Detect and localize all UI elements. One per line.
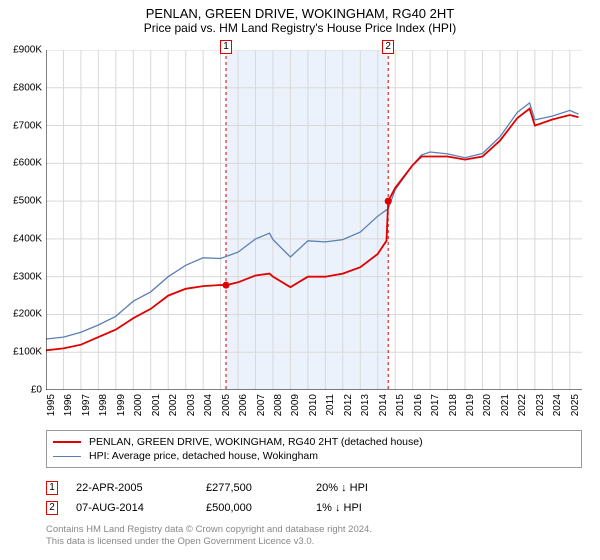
footer-line: This data is licensed under the Open Gov… bbox=[46, 536, 582, 548]
x-tick-label: 2009 bbox=[290, 394, 301, 416]
x-tick-label: 2001 bbox=[151, 394, 162, 416]
y-tick-label: £400K bbox=[13, 233, 42, 244]
x-tick-label: 2006 bbox=[238, 394, 249, 416]
x-tick-label: 1999 bbox=[116, 394, 127, 416]
y-tick-label: £800K bbox=[13, 82, 42, 93]
x-tick-label: 2021 bbox=[500, 394, 511, 416]
y-tick-label: £100K bbox=[13, 347, 42, 358]
x-tick-label: 2012 bbox=[343, 394, 354, 416]
chart-svg bbox=[46, 50, 582, 390]
x-tick-label: 2000 bbox=[133, 394, 144, 416]
x-tick-label: 2017 bbox=[430, 394, 441, 416]
sale-event-price: £500,000 bbox=[206, 502, 316, 514]
x-tick-label: 1998 bbox=[98, 394, 109, 416]
x-tick-label: 2014 bbox=[378, 394, 389, 416]
sale-event-marker: 1 bbox=[46, 481, 58, 495]
sale-event-date: 22-APR-2005 bbox=[76, 482, 206, 494]
sale-event-date: 07-AUG-2014 bbox=[76, 502, 206, 514]
y-tick-label: £500K bbox=[13, 196, 42, 207]
x-tick-label: 2005 bbox=[221, 394, 232, 416]
sale-event-row: 2 07-AUG-2014£500,0001% ↓ HPI bbox=[46, 498, 582, 518]
x-tick-label: 2002 bbox=[168, 394, 179, 416]
x-tick-label: 2011 bbox=[325, 394, 336, 416]
sale-event-marker: 2 bbox=[46, 501, 58, 515]
footer-line: Contains HM Land Registry data © Crown c… bbox=[46, 524, 582, 536]
legend-swatch bbox=[53, 456, 81, 457]
sale-marker: 2 bbox=[382, 40, 394, 54]
x-tick-label: 2022 bbox=[517, 394, 528, 416]
x-tick-label: 2025 bbox=[570, 394, 581, 416]
sale-event-delta: 20% ↓ HPI bbox=[316, 482, 368, 494]
sale-event-row: 1 22-APR-2005£277,50020% ↓ HPI bbox=[46, 478, 582, 498]
chart-title: PENLAN, GREEN DRIVE, WOKINGHAM, RG40 2HT bbox=[0, 6, 600, 21]
y-tick-label: £200K bbox=[13, 309, 42, 320]
x-tick-label: 2013 bbox=[360, 394, 371, 416]
y-tick-label: £0 bbox=[31, 385, 42, 396]
legend-swatch bbox=[53, 441, 81, 443]
legend-box: PENLAN, GREEN DRIVE, WOKINGHAM, RG40 2HT… bbox=[46, 430, 582, 468]
x-tick-label: 2015 bbox=[395, 394, 406, 416]
chart-area: £0£100K£200K£300K£400K£500K£600K£700K£80… bbox=[46, 50, 582, 390]
chart-container: PENLAN, GREEN DRIVE, WOKINGHAM, RG40 2HT… bbox=[0, 0, 600, 560]
x-tick-label: 2018 bbox=[448, 394, 459, 416]
x-tick-label: 1997 bbox=[81, 394, 92, 416]
x-tick-label: 2023 bbox=[535, 394, 546, 416]
legend-label: PENLAN, GREEN DRIVE, WOKINGHAM, RG40 2HT… bbox=[89, 436, 423, 448]
x-tick-label: 2020 bbox=[482, 394, 493, 416]
x-tick-label: 2024 bbox=[552, 394, 563, 416]
sale-event-price: £277,500 bbox=[206, 482, 316, 494]
legend-label: HPI: Average price, detached house, Woki… bbox=[89, 450, 318, 462]
x-tick-label: 2003 bbox=[186, 394, 197, 416]
x-tick-label: 2007 bbox=[256, 394, 267, 416]
x-tick-label: 1996 bbox=[63, 394, 74, 416]
sale-event-delta: 1% ↓ HPI bbox=[316, 502, 362, 514]
title-block: PENLAN, GREEN DRIVE, WOKINGHAM, RG40 2HT… bbox=[0, 0, 600, 35]
x-tick-label: 2019 bbox=[465, 394, 476, 416]
y-tick-label: £700K bbox=[13, 120, 42, 131]
y-tick-label: £300K bbox=[13, 271, 42, 282]
x-tick-label: 1995 bbox=[46, 394, 57, 416]
x-tick-label: 2010 bbox=[308, 394, 319, 416]
chart-subtitle: Price paid vs. HM Land Registry's House … bbox=[0, 21, 600, 35]
x-tick-label: 2008 bbox=[273, 394, 284, 416]
sale-events: 1 22-APR-2005£277,50020% ↓ HPI 2 07-AUG-201… bbox=[46, 478, 582, 518]
sale-marker: 1 bbox=[220, 40, 232, 54]
x-tick-label: 2004 bbox=[203, 394, 214, 416]
legend-entry: PENLAN, GREEN DRIVE, WOKINGHAM, RG40 2HT… bbox=[53, 435, 575, 449]
x-tick-label: 2016 bbox=[413, 394, 424, 416]
y-tick-label: £900K bbox=[13, 45, 42, 56]
legend-entry: HPI: Average price, detached house, Woki… bbox=[53, 449, 575, 463]
footer-attribution: Contains HM Land Registry data © Crown c… bbox=[46, 524, 582, 549]
y-tick-label: £600K bbox=[13, 158, 42, 169]
